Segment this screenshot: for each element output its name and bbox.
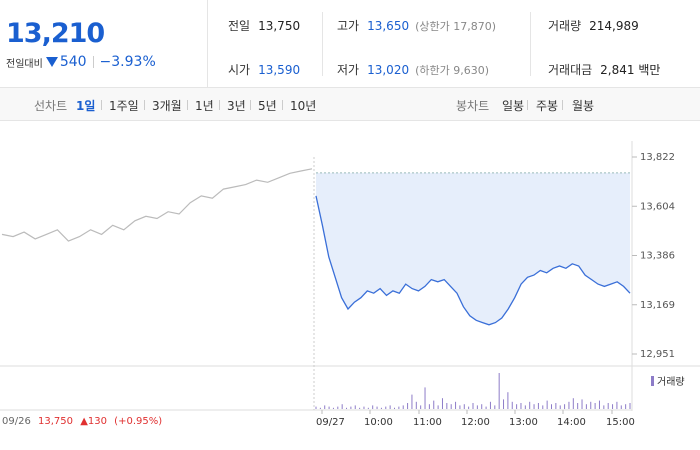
line-chart-label: 선차트 [34,99,68,113]
divider [322,12,323,76]
stat-value: 13,750 [258,19,301,33]
separator [101,100,102,110]
chart-period-tabs: 선차트 1일 1주일 3개월 1년 3년 5년 10년 봉차트 일봉 주봉 월봉 [0,88,700,121]
volume-swatch [651,375,654,386]
prev-day-price: 13,750 [38,416,74,427]
change-label: 전일대비 [6,58,43,70]
tab-1week[interactable]: 1주일 [109,99,139,113]
stat-value: 13,590 [258,63,301,77]
stat-value: 13,650 [367,19,410,33]
stat-value: 2,841 백만 [600,63,661,77]
tab-10year[interactable]: 10년 [290,99,317,113]
x-tick-label: 15:00 [606,417,635,428]
separator [282,100,283,110]
volume-legend-label: 거래량 [657,377,685,388]
stock-header: 13,210 전일대비 540 −3.93% 전일 13,750 시가 13,590… [0,0,700,88]
price-chart: 13,822 13,604 13,386 13,169 12,951 09/27 10:00… [0,121,700,450]
stat-prev-close: 전일 13,750 [228,17,300,34]
prev-day-summary: 09/26 13,750 ▲130 (+0.95%) [2,416,162,427]
tab-1day[interactable]: 1일 [76,99,96,113]
change-amount: 540 [59,54,87,70]
separator [92,56,94,68]
stat-open: 시가 13,590 [228,61,300,78]
stat-label: 거래대금 [548,63,593,77]
candle-chart-label: 봉차트 [456,99,490,113]
down-arrow-icon [45,57,58,67]
prev-day-line [1,168,313,242]
stat-value: 13,020 [367,63,410,77]
y-tick-label: 13,169 [640,300,675,311]
prev-day-rate: (+0.95%) [114,416,163,427]
x-tick-label: 09/27 [316,417,345,428]
change-row: 전일대비 540 −3.93% [6,54,156,70]
separator [219,100,220,110]
tab-1year[interactable]: 1년 [195,99,214,113]
x-tick-label: 14:00 [557,417,586,428]
tab-weekly-candle[interactable]: 주봉 [536,99,559,113]
chart-canvas: 13,822 13,604 13,386 13,169 12,951 09/27 10:00… [0,141,700,428]
today-price-line [315,195,631,326]
stat-label: 저가 [337,63,360,77]
lower-limit: (하한가 9,630) [415,64,490,77]
current-price: 13,210 [6,18,105,49]
stat-volume: 거래량 214,989 [548,17,639,34]
stat-label: 시가 [228,63,251,77]
stat-turnover: 거래대금 2,841 백만 [548,61,660,78]
separator [187,100,188,110]
separator [562,100,563,110]
prev-day-change: ▲130 [80,416,107,427]
x-tick-label: 12:00 [461,417,490,428]
x-tick-label: 13:00 [509,417,538,428]
price-box: 13,210 전일대비 540 −3.93% [0,0,208,88]
separator [144,100,145,110]
tab-5year[interactable]: 5년 [258,99,277,113]
y-tick-label: 13,604 [640,201,675,212]
y-tick-label: 12,951 [640,349,675,360]
stat-low: 저가 13,020 (하한가 9,630) [337,61,489,78]
stat-label: 고가 [337,19,360,33]
stat-label: 거래량 [548,19,582,33]
tab-3year[interactable]: 3년 [227,99,246,113]
today-area-fill [316,172,630,325]
volume-legend: 거래량 [651,373,685,388]
divider [530,12,531,76]
tab-monthly-candle[interactable]: 월봉 [572,99,595,113]
tab-3month[interactable]: 3개월 [152,99,182,113]
prev-day-date: 09/26 [2,416,31,427]
y-tick-label: 13,386 [640,251,675,262]
change-rate: −3.93% [99,54,156,70]
stat-label: 전일 [228,19,251,33]
x-tick-label: 10:00 [364,417,393,428]
stat-high: 고가 13,650 (상한가 17,870) [337,17,496,34]
upper-limit: (상한가 17,870) [415,20,497,33]
tab-daily-candle[interactable]: 일봉 [502,99,525,113]
separator [250,100,251,110]
stat-value: 214,989 [589,19,639,33]
x-tick-label: 11:00 [413,417,442,428]
separator [527,100,528,110]
y-tick-label: 13,822 [640,152,675,163]
